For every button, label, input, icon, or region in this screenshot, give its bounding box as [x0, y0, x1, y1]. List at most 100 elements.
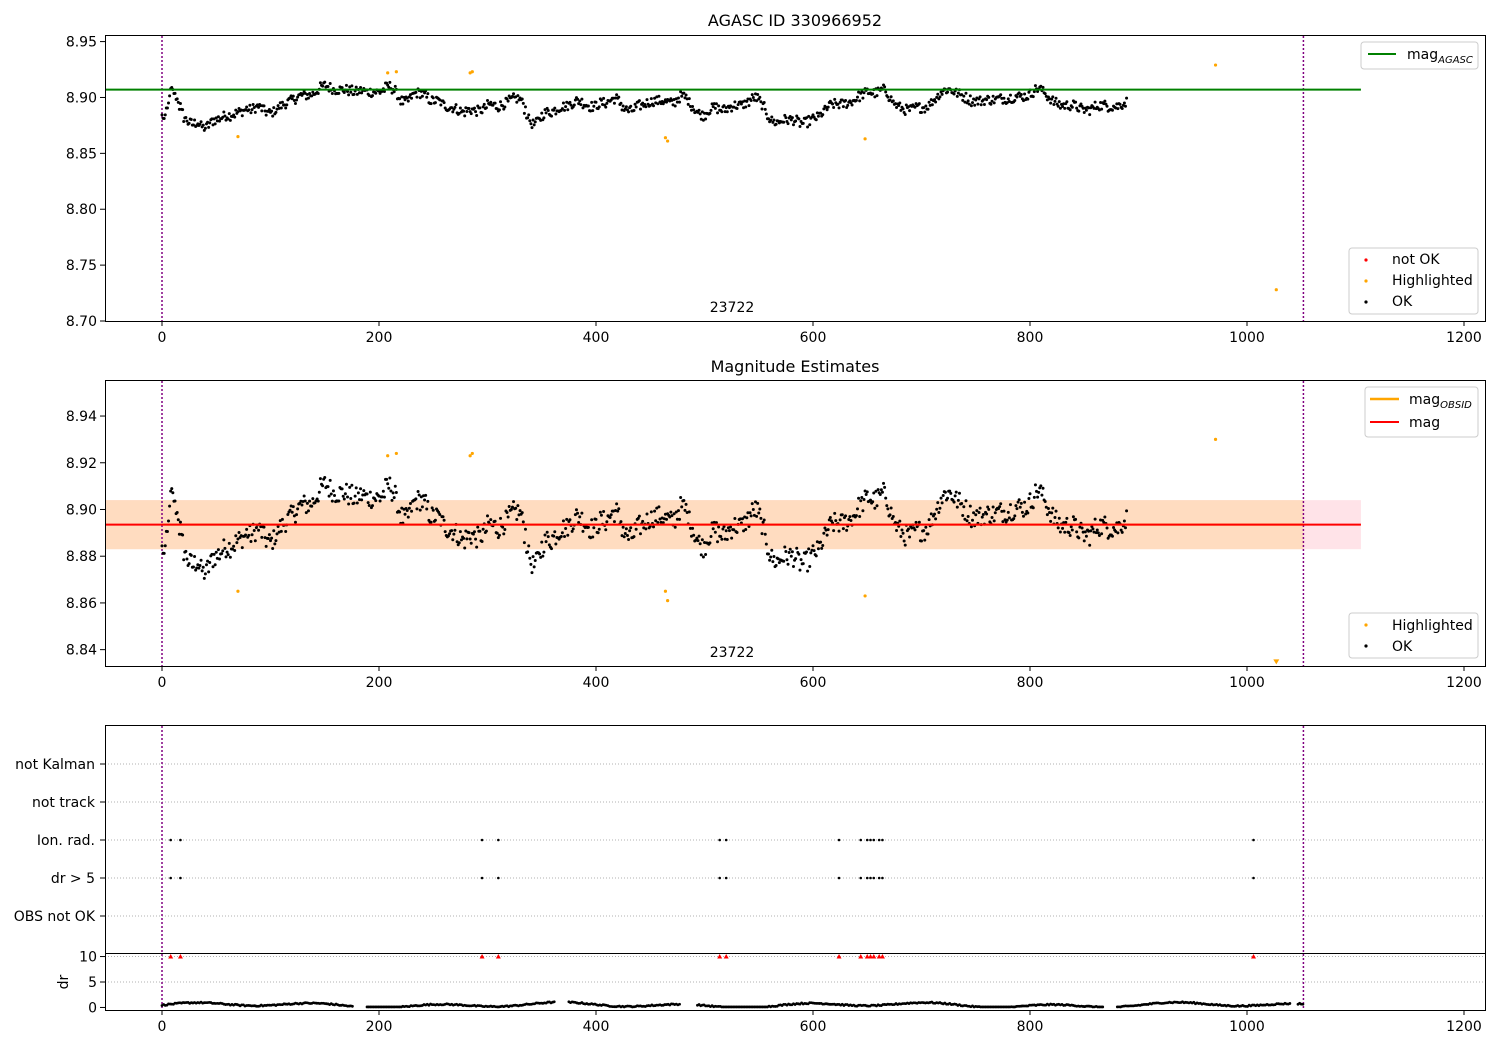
- ok-point: [252, 106, 256, 110]
- ok-point: [633, 102, 637, 106]
- legend-marker-not-ok: [1364, 258, 1368, 262]
- ok-point: [501, 525, 505, 529]
- ok-point: [354, 486, 358, 490]
- ok-point: [289, 94, 293, 98]
- ok-point: [985, 98, 989, 102]
- ok-point: [714, 102, 718, 106]
- ok-point: [221, 549, 225, 553]
- ok-point: [276, 524, 280, 528]
- ok-point: [772, 118, 776, 122]
- ok-point: [649, 510, 653, 514]
- ok-point: [326, 85, 330, 89]
- flag-point: [1252, 876, 1255, 880]
- ok-point: [1122, 519, 1126, 523]
- ok-point: [274, 539, 278, 543]
- ok-point: [679, 90, 683, 94]
- ok-point: [478, 529, 482, 533]
- ok-point: [459, 538, 463, 542]
- ok-point: [948, 489, 952, 493]
- ok-point: [566, 533, 570, 537]
- ok-point: [259, 525, 263, 529]
- flag-point: [877, 838, 881, 842]
- ok-point: [457, 111, 461, 115]
- ok-point: [165, 106, 169, 110]
- ok-point: [879, 488, 883, 492]
- ok-point: [1045, 513, 1049, 517]
- ok-point: [883, 85, 887, 89]
- panel2-obsid-label: 23722: [710, 645, 755, 661]
- ok-point: [467, 531, 471, 535]
- ok-point: [733, 100, 737, 104]
- ok-point: [407, 95, 411, 99]
- ok-point: [969, 525, 973, 529]
- ok-point: [1043, 92, 1047, 96]
- ok-point: [316, 499, 320, 503]
- highlighted-point: [470, 451, 474, 456]
- panel2-xtick-label: 1000: [1229, 675, 1265, 691]
- ok-point: [888, 98, 892, 102]
- flag-point: [1252, 838, 1255, 842]
- legend-label-not-ok: not OK: [1392, 252, 1440, 268]
- ok-point: [370, 94, 374, 98]
- panel1-ytick-label: 8.75: [66, 258, 97, 274]
- ok-point: [927, 100, 931, 104]
- highlighted-point: [470, 70, 474, 74]
- legend-label-ok: OK: [1392, 294, 1413, 310]
- ok-point: [426, 499, 430, 503]
- ok-point: [305, 501, 309, 505]
- ok-point: [389, 489, 393, 493]
- ok-point: [1017, 91, 1021, 95]
- ok-point: [359, 487, 363, 491]
- ok-point: [901, 531, 905, 535]
- ok-point: [816, 547, 820, 551]
- ok-point: [260, 535, 264, 539]
- panel2-legend-bottom: Highlighted OK: [1348, 612, 1479, 659]
- ok-point: [442, 101, 446, 105]
- ok-point: [481, 527, 485, 531]
- ok-point: [227, 112, 231, 116]
- ok-point: [986, 505, 990, 509]
- ok-point: [387, 85, 391, 89]
- ok-point: [1005, 518, 1009, 522]
- ok-point: [884, 496, 888, 500]
- ok-point: [939, 496, 943, 500]
- ok-point: [330, 91, 334, 95]
- ok-point: [220, 552, 224, 556]
- ok-point: [302, 494, 306, 498]
- ok-point: [559, 534, 563, 538]
- dr-cap-marker: [864, 954, 870, 959]
- ok-point: [884, 90, 888, 94]
- ok-point: [288, 508, 292, 512]
- ok-point: [628, 529, 632, 533]
- ok-point: [515, 518, 519, 522]
- ok-point: [414, 497, 418, 501]
- ok-point: [1075, 530, 1079, 534]
- ok-point: [350, 483, 354, 487]
- ok-point: [1013, 514, 1017, 518]
- ok-point: [669, 510, 673, 514]
- ok-point: [165, 530, 169, 534]
- ok-point: [1026, 511, 1030, 515]
- ok-point: [1006, 510, 1010, 514]
- ok-point: [859, 499, 863, 503]
- ok-point: [1071, 515, 1075, 519]
- ok-point: [594, 517, 598, 521]
- ok-point: [301, 92, 305, 96]
- dr-cap-marker: [177, 954, 183, 959]
- ok-point: [429, 102, 433, 106]
- highlighted-point: [394, 70, 398, 74]
- ok-point: [502, 532, 506, 536]
- ok-point: [704, 117, 708, 121]
- dr-point: [1301, 1002, 1305, 1006]
- ok-point: [908, 535, 912, 539]
- ok-point: [638, 532, 642, 536]
- ok-point: [476, 525, 480, 529]
- ok-point: [514, 95, 518, 99]
- ok-point: [814, 554, 818, 558]
- ok-point: [393, 84, 397, 88]
- panel1-axes-frame: [105, 35, 1486, 322]
- ok-point: [448, 532, 452, 536]
- ok-point: [538, 552, 542, 556]
- ok-point: [530, 571, 534, 575]
- ok-point: [530, 126, 534, 130]
